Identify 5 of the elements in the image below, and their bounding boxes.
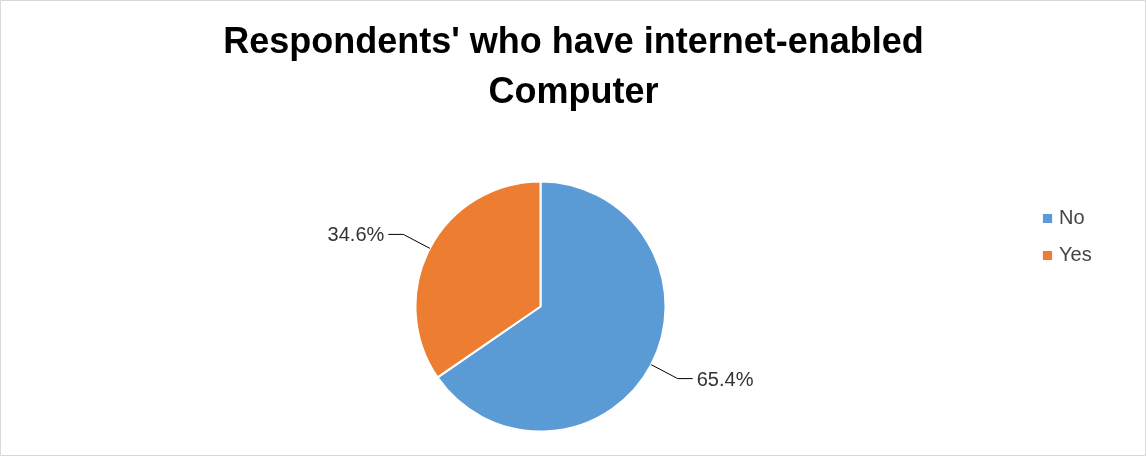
legend-label: Yes	[1059, 243, 1092, 266]
data-label: 65.4%	[696, 367, 754, 390]
chart-title: Respondents' who have internet-enabled Computer	[223, 20, 924, 111]
legend-label: No	[1059, 206, 1085, 229]
data-label: 34.6%	[327, 223, 385, 246]
